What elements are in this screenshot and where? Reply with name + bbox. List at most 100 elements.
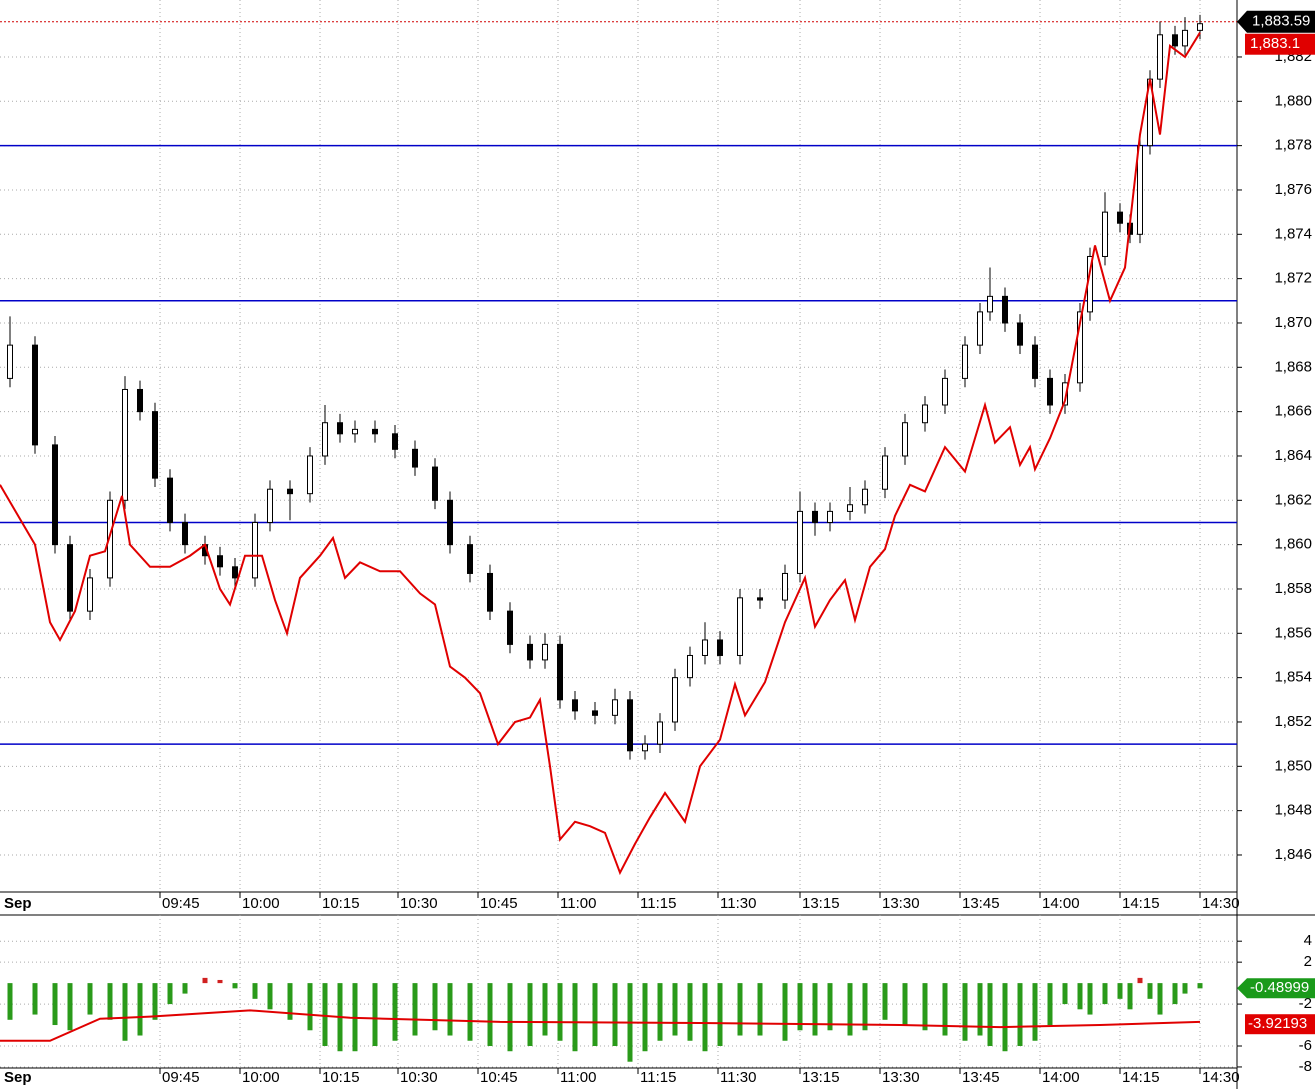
candle-body — [987, 295, 993, 313]
value-tag — [1237, 978, 1315, 999]
histogram-bar — [1182, 983, 1188, 994]
histogram-bar — [1157, 983, 1163, 1015]
histogram-bar — [847, 983, 853, 1036]
histogram-bar — [687, 983, 693, 1041]
x-tick-label: 11:30 — [720, 895, 756, 912]
candle-body — [1157, 34, 1163, 80]
histogram-bar — [782, 983, 788, 1041]
histogram-bar — [657, 983, 663, 1041]
x-tick-label: 14:15 — [1122, 895, 1160, 912]
histogram-bar — [217, 979, 223, 984]
histogram-bar — [1117, 983, 1123, 999]
histogram-bar — [962, 983, 968, 1041]
histogram-bar — [542, 983, 548, 1036]
candle-body — [702, 639, 708, 656]
histogram-bar — [52, 983, 58, 1026]
x-tick-label: 14:15 — [1122, 1069, 1160, 1086]
candle-body — [827, 510, 833, 523]
x-tick-label: 14:00 — [1042, 1069, 1080, 1086]
candle-body — [627, 699, 633, 752]
candle-body — [672, 677, 678, 723]
candle-body — [812, 510, 818, 523]
histogram-bar — [182, 983, 188, 994]
candle-body — [942, 377, 948, 406]
histogram-bar — [672, 983, 678, 1036]
x-tick-label: 13:45 — [962, 1069, 1000, 1086]
candle-body — [412, 448, 418, 468]
candle-body — [1002, 295, 1008, 324]
candle-body — [447, 499, 453, 546]
y-tick-label: 1,856 — [1274, 624, 1312, 641]
candle-body — [687, 654, 693, 679]
x-tick-label: 13:45 — [962, 895, 1000, 912]
x-tick-label: 13:30 — [882, 895, 920, 912]
line-tag — [1245, 33, 1315, 55]
histogram-bar — [1137, 977, 1143, 984]
candle-body — [372, 428, 378, 435]
candle-body — [1047, 377, 1053, 406]
candle-body — [592, 710, 598, 716]
x-tick-label: 13:30 — [882, 1069, 920, 1086]
candle-body — [1117, 211, 1123, 224]
price-tag — [1237, 10, 1315, 33]
candle-body — [902, 422, 908, 457]
x-tick-label: 10:45 — [480, 1069, 518, 1086]
histogram-bar — [467, 983, 473, 1041]
candle-body — [487, 572, 493, 612]
candle-body — [922, 404, 928, 424]
x-tick-label: 09:45 — [162, 895, 200, 912]
date-label: Sep — [4, 1069, 32, 1086]
x-tick-label: 11:00 — [560, 895, 596, 912]
histogram-bar — [642, 983, 648, 1052]
candle-body — [557, 643, 563, 701]
histogram-bar — [882, 983, 888, 1020]
y-tick-label: 1,868 — [1274, 358, 1312, 375]
candle-body — [267, 488, 273, 523]
y-tick-label: 1,846 — [1274, 846, 1312, 863]
histogram-bar — [1002, 983, 1008, 1052]
histogram-bar — [67, 983, 73, 1031]
candle-body — [87, 577, 93, 612]
line-tag-label: 1,883.1 — [1250, 35, 1300, 52]
histogram-bar — [122, 983, 128, 1041]
histogram-bar — [287, 983, 293, 1020]
candle-body — [232, 566, 238, 579]
candle-body — [962, 344, 968, 379]
histogram-bar — [267, 983, 273, 1010]
candle-body — [182, 521, 188, 546]
price-tag-label: 1,883.59 — [1252, 13, 1310, 30]
candle-body — [757, 597, 763, 601]
candle-body — [1017, 322, 1023, 346]
histogram-bar — [797, 983, 803, 1031]
histogram-bar — [922, 983, 928, 1031]
candle-body — [337, 422, 343, 435]
candle-body — [122, 388, 128, 501]
histogram-bar — [1047, 983, 1053, 1026]
y-tick-label: -2 — [1299, 995, 1312, 1012]
histogram-bar — [202, 977, 208, 984]
x-tick-label: 13:15 — [802, 895, 840, 912]
candle-body — [1077, 311, 1083, 384]
histogram-bar — [167, 983, 173, 1005]
candle-body — [882, 455, 888, 490]
histogram-bar — [987, 983, 993, 1046]
candle-body — [152, 411, 158, 479]
candle-body — [52, 444, 58, 546]
histogram-bar — [737, 983, 743, 1036]
histogram-bar — [392, 983, 398, 1041]
y-tick-label: 1,852 — [1274, 713, 1312, 730]
x-tick-label: 10:45 — [480, 895, 518, 912]
candle-body — [1172, 34, 1178, 47]
value-tag-label: -0.48999 — [1250, 979, 1309, 996]
x-tick-label: 13:15 — [802, 1069, 840, 1086]
candle-body — [307, 455, 313, 495]
histogram-bar — [107, 983, 113, 1020]
histogram-bar — [487, 983, 493, 1046]
x-tick-label: 10:15 — [322, 1069, 360, 1086]
candle-body — [7, 344, 13, 379]
y-tick-label: 2 — [1304, 953, 1312, 970]
date-label: Sep — [4, 895, 32, 912]
y-tick-label: 1,860 — [1274, 536, 1312, 553]
x-tick-label: 11:15 — [640, 1069, 676, 1086]
